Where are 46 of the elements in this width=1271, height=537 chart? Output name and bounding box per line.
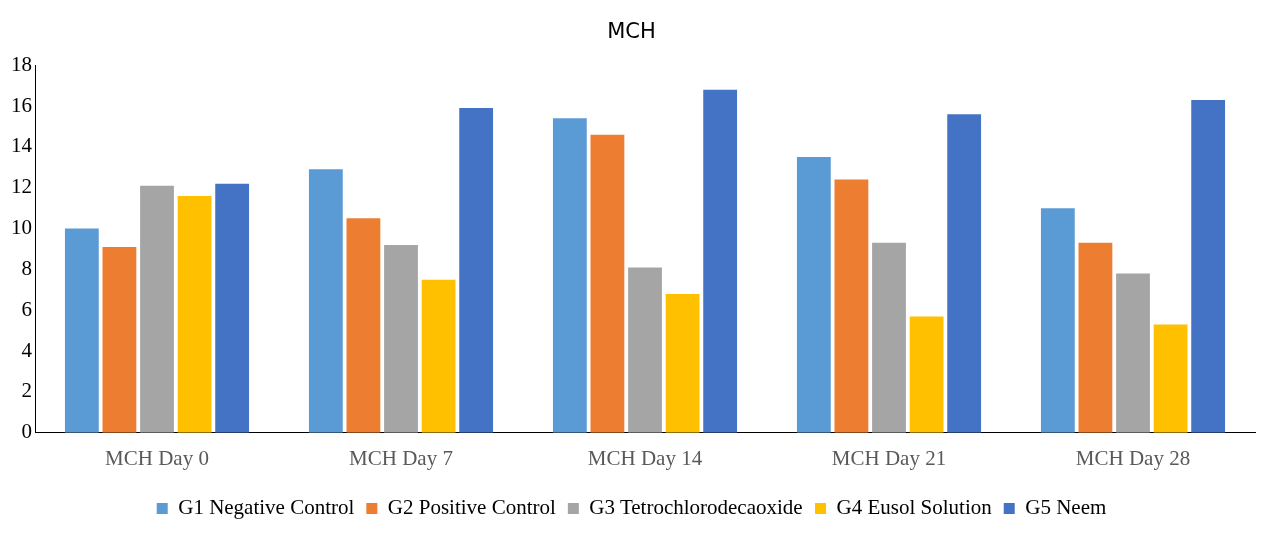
legend-label: G1 Negative Control: [178, 495, 355, 520]
bar: [140, 185, 174, 433]
bar: [64, 228, 99, 433]
bar: [590, 134, 625, 433]
legend-label: G3 Tetrochlorodecaoxide: [589, 495, 803, 520]
bar: [1116, 273, 1150, 433]
y-tick-label: 18: [11, 51, 32, 76]
bar: [102, 246, 137, 433]
y-tick-label: 12: [11, 174, 32, 199]
bar: [1040, 208, 1075, 433]
bar: [703, 89, 738, 433]
bar: [346, 218, 381, 433]
bar: [421, 279, 456, 433]
bar: [796, 157, 831, 433]
bar: [909, 316, 944, 433]
bar: [1153, 324, 1188, 433]
legend-label: G5 Neem: [1025, 495, 1107, 520]
bar: [1191, 99, 1226, 433]
bar: [459, 108, 494, 433]
x-tick-label: MCH Day 21: [831, 445, 947, 470]
y-tick-label: 14: [11, 133, 33, 158]
chart-title: MCH: [607, 19, 656, 44]
bar: [308, 169, 343, 433]
legend-label: G4 Eusol Solution: [836, 495, 993, 520]
x-tick-label: MCH Day 0: [105, 445, 209, 470]
bar: [177, 195, 212, 433]
y-tick-label: 10: [11, 215, 32, 240]
y-tick-label: 16: [11, 92, 32, 117]
y-tick-label: 8: [21, 255, 32, 280]
y-tick-label: 0: [21, 419, 32, 444]
bar: [628, 267, 662, 433]
bar: [872, 242, 906, 433]
y-tick-label: 2: [21, 378, 32, 403]
x-tick-label: MCH Day 28: [1075, 445, 1191, 470]
x-tick-label: MCH Day 14: [587, 445, 703, 470]
y-tick-label: 4: [21, 337, 33, 362]
bar: [1078, 242, 1113, 433]
x-tick-label: MCH Day 7: [349, 445, 453, 470]
bar: [665, 293, 700, 433]
bar: [947, 114, 982, 433]
bar: [834, 179, 869, 433]
bar: [552, 118, 587, 433]
legend-label: G2 Positive Control: [387, 495, 557, 520]
bar: [215, 183, 250, 433]
bar: [384, 244, 418, 433]
y-tick-label: 6: [21, 296, 32, 321]
